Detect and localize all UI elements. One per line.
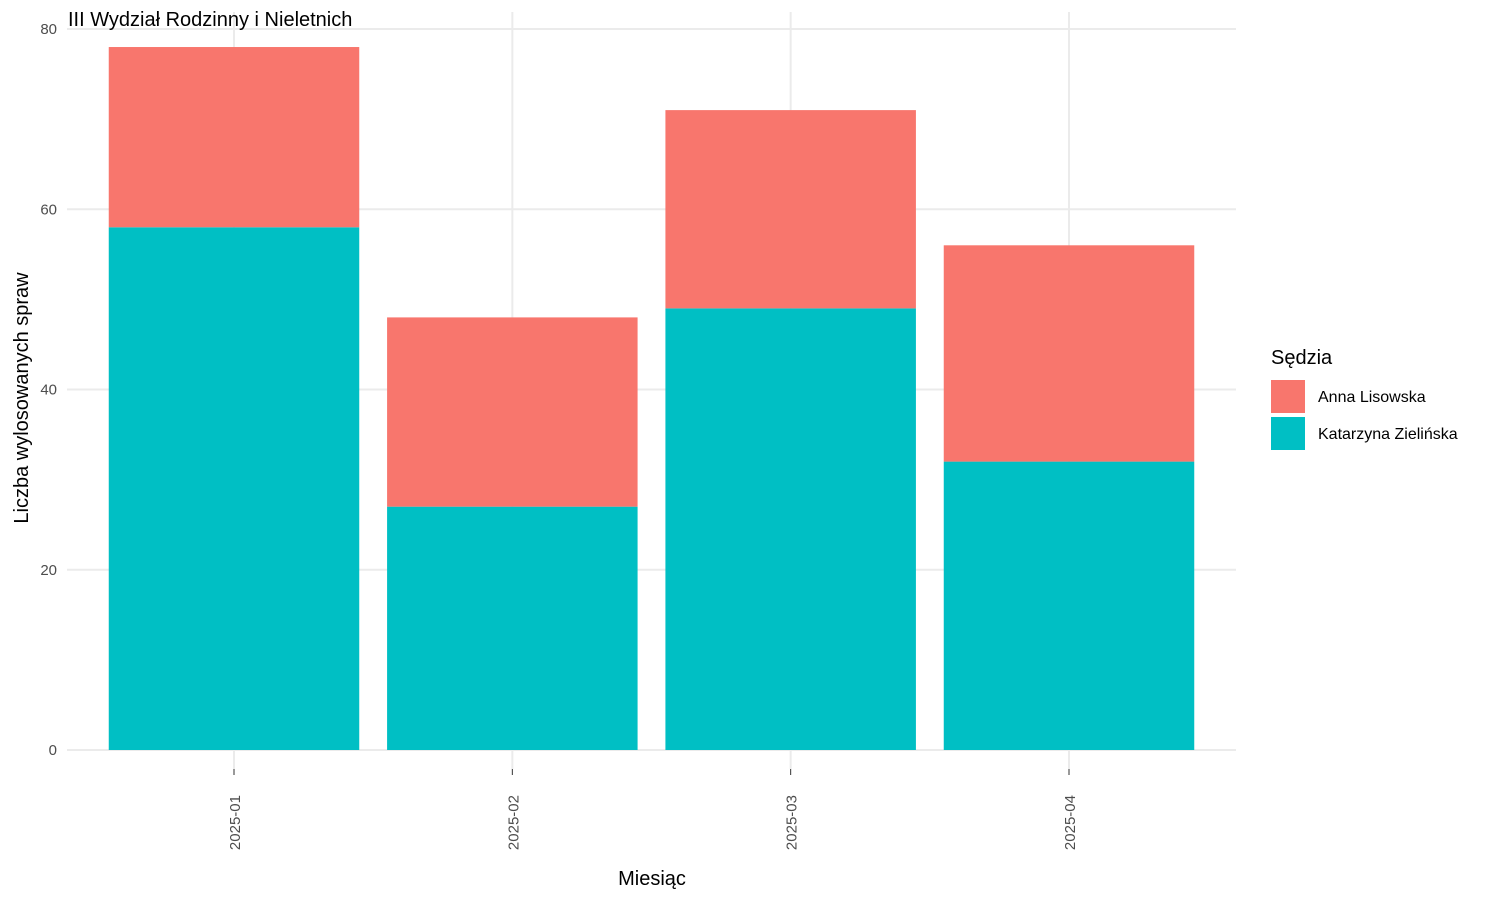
legend-label: Anna Lisowska: [1318, 389, 1426, 406]
bar-katarzyna-zielinska: [108, 227, 360, 750]
axes: 0 20 40 60 80 2025-01 2025-02 2025-03 2025-04: [40, 21, 1079, 850]
legend-items: Anna Lisowska Katarzyna Zielińska: [1271, 380, 1458, 450]
bar-katarzyna-zielinska: [943, 461, 1195, 750]
y-tick-label: 20: [40, 562, 57, 579]
legend-label: Katarzyna Zielińska: [1318, 426, 1458, 443]
chart-title: III Wydział Rodzinny i Nieletnich: [68, 9, 352, 31]
x-tick-label: 2025-02: [505, 795, 522, 850]
x-axis-title: Miesiąc: [618, 868, 686, 890]
y-tick-label: 80: [40, 21, 57, 38]
y-tick-label: 60: [40, 201, 57, 218]
bar-anna-lisowska: [943, 245, 1195, 462]
y-tick-label: 40: [40, 382, 57, 399]
y-tick-label: 0: [49, 742, 57, 759]
bars: [108, 47, 1195, 750]
x-tick-label: 2025-04: [1062, 795, 1079, 850]
legend-title: Sędzia: [1271, 347, 1333, 369]
bar-anna-lisowska: [387, 317, 638, 507]
legend-key: [1271, 380, 1305, 413]
y-axis-title: Liczba wylosowanych spraw: [11, 272, 33, 524]
x-tick-label: 2025-03: [784, 795, 801, 850]
bar-katarzyna-zielinska: [387, 506, 638, 750]
legend-key: [1271, 417, 1305, 450]
bar-katarzyna-zielinska: [665, 308, 916, 750]
bar-anna-lisowska: [108, 47, 360, 228]
bar-anna-lisowska: [665, 110, 916, 309]
legend: Sędzia Anna Lisowska Katarzyna Zielińska: [1271, 347, 1458, 450]
x-tick-label: 2025-01: [227, 795, 244, 850]
